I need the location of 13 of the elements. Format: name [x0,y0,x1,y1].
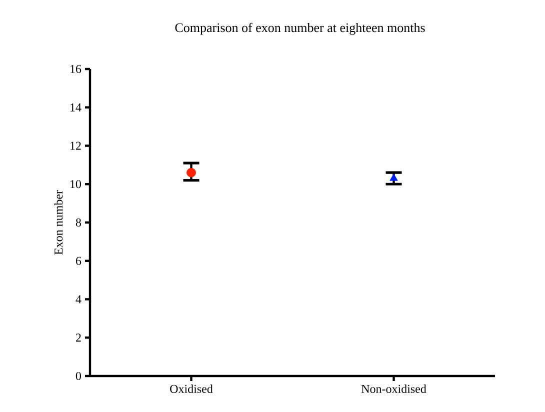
chart-title: Comparison of exon number at eighteen months [175,22,425,35]
y-tick-label: 10 [70,180,82,188]
y-tick-label: 0 [76,372,82,380]
y-axis-title: Exon number [54,190,63,255]
y-tick-label: 6 [76,256,82,265]
x-tick-label: Non-oxidised [361,384,426,393]
y-tick-label: 4 [76,295,82,304]
y-tick-label: 16 [70,64,82,74]
y-tick-label: 14 [70,103,82,112]
y-tick-label: 8 [76,218,82,227]
y-tick-label: 12 [70,142,81,150]
y-tick-label: 2 [76,334,81,342]
x-tick-label: Oxidised [170,384,213,393]
